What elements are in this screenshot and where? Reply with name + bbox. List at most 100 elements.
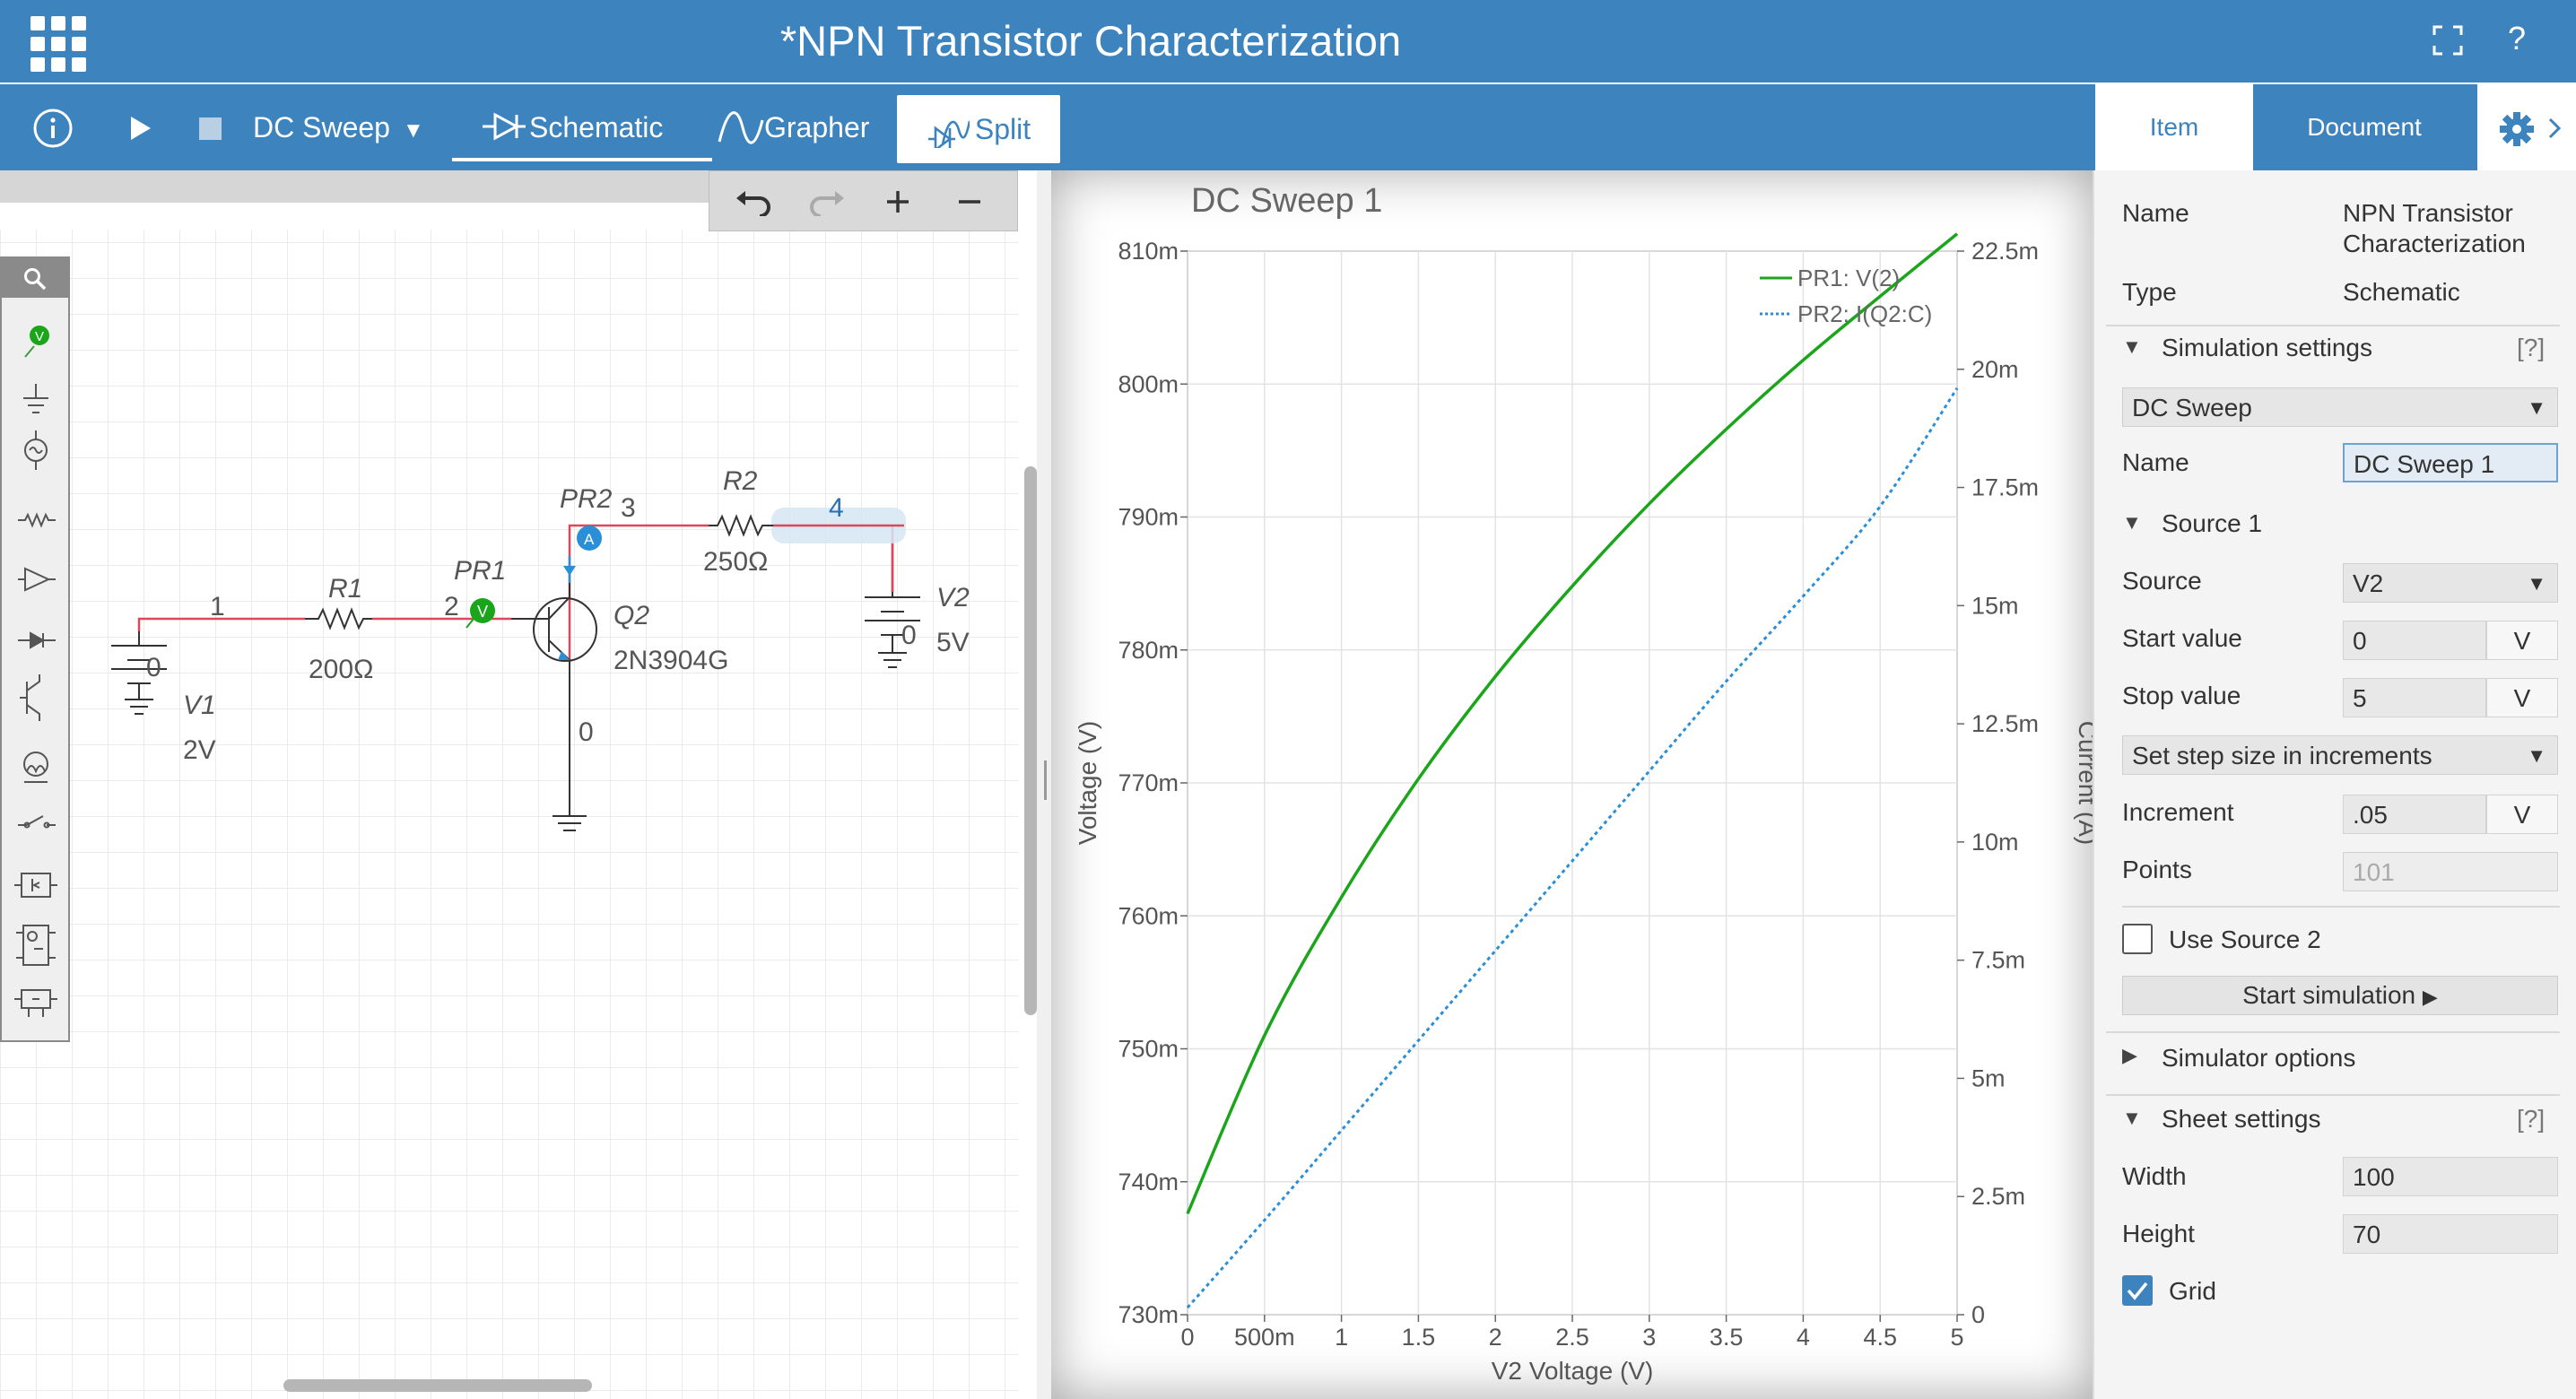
svg-text:V: V <box>477 603 488 621</box>
undo-icon[interactable] <box>735 189 774 216</box>
run-icon[interactable] <box>129 115 152 142</box>
simulation-settings-header[interactable]: Simulation settings <box>2162 334 2373 361</box>
tab-document[interactable]: Document <box>2307 113 2422 141</box>
chevron-right-icon <box>2548 117 2562 139</box>
v1-ground-label: 0 <box>146 653 161 682</box>
dc-sweep-chart[interactable]: DC Sweep 1 0 500m 1 1.5 2 2.5 3 3.5 4 4.5 5 730m 740… <box>1051 170 2093 1399</box>
pr2-name: PR2 <box>560 484 613 514</box>
y2-tick-label: 20m <box>1971 356 2019 383</box>
sim-settings-help[interactable]: [?] <box>2517 334 2546 361</box>
expand-triangle-icon[interactable]: ▼ <box>2122 335 2142 358</box>
increment-input[interactable]: .05 <box>2343 795 2486 834</box>
separator <box>2106 1094 2560 1096</box>
source-v2[interactable] <box>865 592 920 668</box>
node-label-4: 4 <box>829 493 844 523</box>
grid-label: Grid <box>2169 1277 2216 1305</box>
type-label: Type <box>2122 278 2177 306</box>
start-value-input[interactable]: 0 <box>2343 621 2486 660</box>
sheet-settings-header[interactable]: Sheet settings <box>2162 1105 2321 1133</box>
x-tick-label: 2.5 <box>1555 1324 1589 1351</box>
simulator-options-header[interactable]: Simulator options <box>2162 1044 2356 1072</box>
separator <box>2106 325 2560 326</box>
analysis-type-select[interactable]: DC Sweep ▼ <box>2122 387 2558 427</box>
grid-checkbox[interactable] <box>2122 1275 2153 1306</box>
sheet-settings-help[interactable]: [?] <box>2517 1105 2546 1133</box>
node-label-1: 1 <box>210 592 225 621</box>
use-source2-label: Use Source 2 <box>2169 925 2321 953</box>
y-tick-label: 810m <box>1118 238 1179 265</box>
circuit-diagram[interactable]: V A 1 2 3 4 0 0 0 R1 200Ω R2 250Ω Q2 2N3… <box>0 170 1018 1399</box>
schematic-vertical-scrollbar[interactable] <box>1024 466 1037 1015</box>
schematic-horizontal-scrollbar[interactable] <box>283 1379 592 1392</box>
y-tick-label: 760m <box>1118 902 1179 929</box>
tab-grapher[interactable]: Grapher <box>764 111 870 143</box>
sweep-name-label: Name <box>2122 448 2189 476</box>
use-source2-checkbox[interactable] <box>2122 924 2153 954</box>
node-label-3: 3 <box>621 493 636 523</box>
resistor-r1[interactable] <box>305 607 372 630</box>
step-mode-select[interactable]: Set step size in increments ▼ <box>2122 735 2558 775</box>
start-value-label: Start value <box>2122 624 2242 652</box>
x-tick-label: 4 <box>1797 1324 1810 1351</box>
y2-tick-label: 7.5m <box>1971 947 2025 974</box>
edit-toolbar <box>709 170 1018 231</box>
x-tick-label: 2 <box>1489 1324 1502 1351</box>
v2-name: V2 <box>936 583 970 613</box>
legend-label: PR2: I(Q2:C) <box>1797 300 1932 327</box>
analysis-dropdown[interactable]: DC Sweep ▼ <box>253 111 424 143</box>
resistor-r2[interactable] <box>709 514 773 537</box>
voltage-probe-pr1[interactable] <box>470 598 495 623</box>
x-tick-label: 3 <box>1642 1324 1656 1351</box>
expand-triangle-icon[interactable]: ▼ <box>2122 1107 2142 1129</box>
schematic-top-strip <box>0 170 709 203</box>
y-tick-label: 780m <box>1118 637 1179 664</box>
help-icon[interactable]: ? <box>2508 20 2527 56</box>
chart-legend: PR1: V(2) PR2: I(Q2:C) <box>1760 265 1932 327</box>
y2-tick-label: 17.5m <box>1971 474 2039 501</box>
y2-tick-label: 10m <box>1971 829 2019 856</box>
info-icon[interactable] <box>32 108 74 149</box>
y2-tick-label: 22.5m <box>1971 238 2039 265</box>
grapher-icon <box>718 111 764 144</box>
chart-axes: 0 500m 1 1.5 2 2.5 3 3.5 4 4.5 5 730m 740m 750m 760m 77… <box>1074 238 2093 1385</box>
r1-value: 200Ω <box>309 655 373 684</box>
stop-value-input[interactable]: 5 <box>2343 678 2486 717</box>
width-input[interactable]: 100 <box>2343 1157 2558 1196</box>
tab-split[interactable]: Split <box>897 95 1060 163</box>
redo-icon[interactable] <box>806 189 846 216</box>
split-handle-icon[interactable] <box>1044 760 1047 800</box>
transistor-q2[interactable] <box>533 597 597 662</box>
stop-icon[interactable] <box>199 117 222 140</box>
points-label: Points <box>2122 856 2192 883</box>
expand-triangle-icon[interactable]: ▼ <box>2122 511 2142 534</box>
collapse-triangle-icon[interactable]: ▶ <box>2122 1044 2137 1066</box>
node-label-2: 2 <box>444 592 459 621</box>
start-simulation-button[interactable]: Start simulation ▶ <box>2122 976 2558 1015</box>
source1-header[interactable]: Source 1 <box>2162 509 2263 537</box>
tab-item[interactable]: Item <box>2095 84 2253 170</box>
schematic-canvas[interactable] <box>0 170 1018 1399</box>
height-input[interactable]: 70 <box>2343 1214 2558 1254</box>
source-v1[interactable] <box>111 631 167 715</box>
pr1-name: PR1 <box>454 556 506 586</box>
y-tick-label: 730m <box>1118 1301 1179 1328</box>
settings-tab[interactable] <box>2477 84 2576 170</box>
palette-search[interactable] <box>2 258 68 298</box>
name-label: Name <box>2122 199 2189 227</box>
sweep-name-input[interactable]: DC Sweep 1 <box>2343 443 2558 482</box>
series-line-2 <box>1186 387 1959 1309</box>
app-menu-grid-icon[interactable] <box>30 16 86 72</box>
points-input: 101 <box>2343 852 2558 891</box>
v2-ground-label: 0 <box>901 621 917 650</box>
tab-schematic[interactable]: Schematic <box>529 111 664 143</box>
x-tick-label: 0 <box>1180 1324 1194 1351</box>
source-select[interactable]: V2 ▼ <box>2343 563 2558 603</box>
zoom-in-icon[interactable] <box>885 189 910 214</box>
fullscreen-icon[interactable] <box>2432 25 2463 56</box>
svg-text:V: V <box>35 329 44 344</box>
zoom-out-icon[interactable] <box>957 189 982 214</box>
palette-icons[interactable]: V <box>7 305 65 1037</box>
gear-icon <box>2500 112 2534 146</box>
current-probe-pr2[interactable] <box>577 526 602 551</box>
schematic-icon <box>483 112 526 141</box>
